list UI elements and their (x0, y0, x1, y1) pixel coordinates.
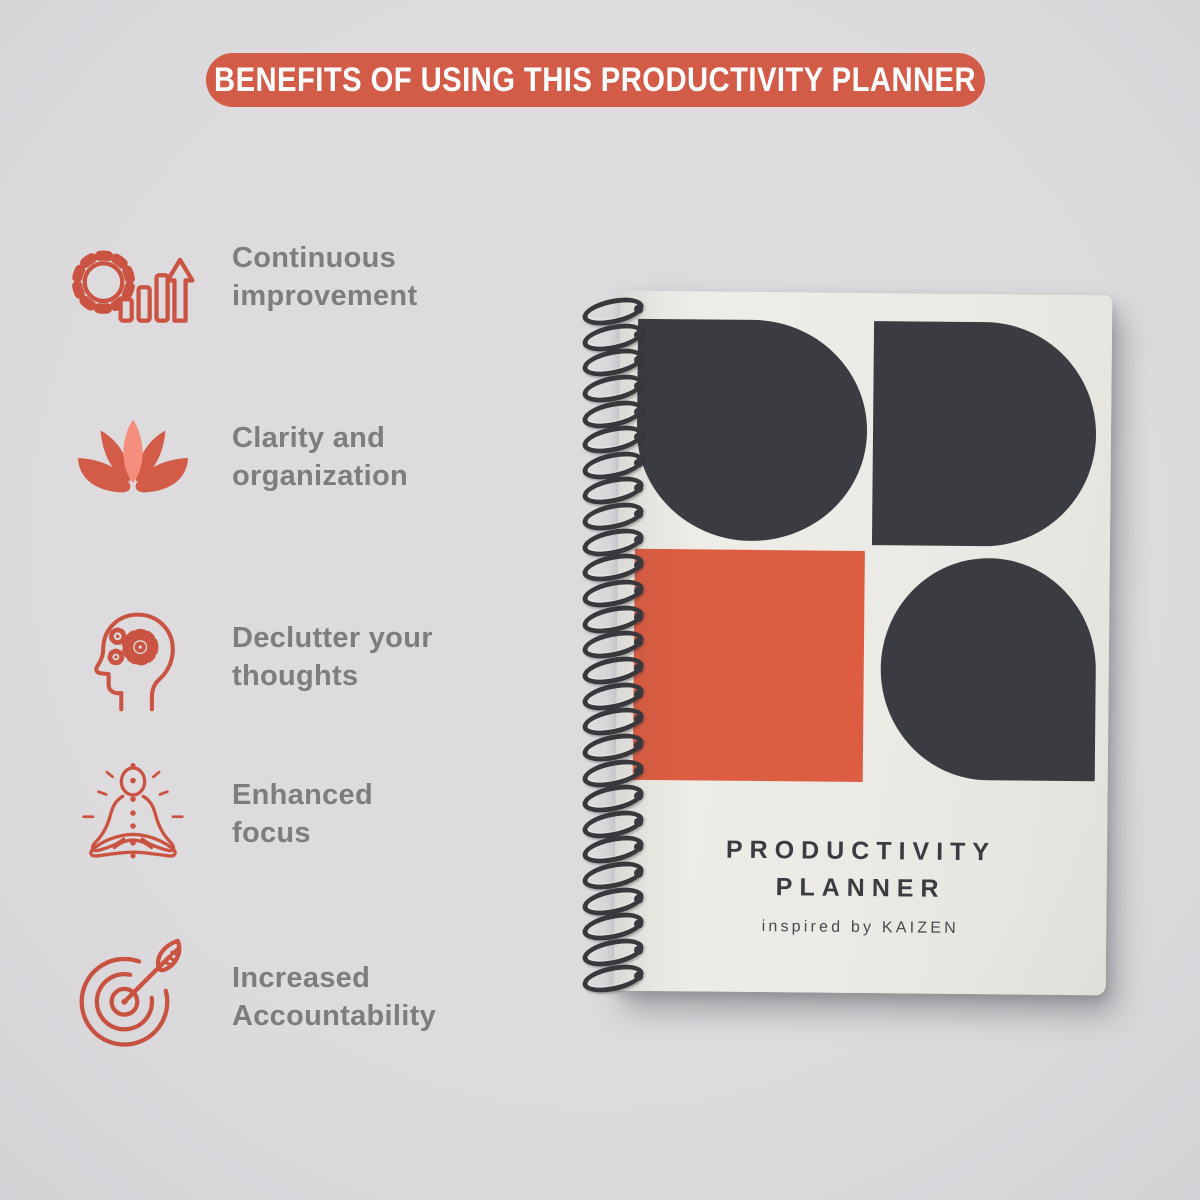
cover-subtitle: inspired by KAIZEN (761, 918, 959, 937)
cover-red-square (632, 548, 865, 783)
benefit-item-enhanced-focus: Enhanced focus (70, 751, 373, 877)
benefit-item-declutter-thoughts: Declutter your thoughts (70, 594, 433, 720)
cover-title-line: PRODUCTIVITY (725, 835, 997, 867)
benefit-label: Increased Accountability (232, 959, 436, 1035)
benefit-label-line: Increased (232, 962, 371, 994)
cover-title: PRODUCTIVITY PLANNER (614, 831, 1107, 910)
meditation-pose-icon (70, 751, 196, 877)
benefit-label-line: Enhanced (232, 779, 373, 811)
cover-shape-top-right (871, 321, 1098, 548)
benefit-label-line: Clarity and (232, 422, 386, 454)
cover-title-line: PLANNER (775, 873, 946, 903)
benefit-item-clarity-organization: Clarity and organization (70, 394, 408, 520)
benefit-label-line: focus (232, 817, 311, 849)
benefit-label-line: Declutter your (232, 622, 433, 654)
banner-text: BENEFITS OF USING THIS PRODUCTIVITY PLAN… (214, 60, 977, 99)
gear-growth-chart-icon (70, 214, 196, 340)
cover-shape-top-left (635, 318, 869, 543)
target-arrow-icon (70, 934, 196, 1060)
benefit-label: Enhanced focus (232, 776, 373, 852)
benefit-label-line: thoughts (232, 660, 359, 692)
benefit-label: Clarity and organization (232, 419, 408, 495)
notebook-cover: PRODUCTIVITY PLANNER inspired by KAIZEN (613, 290, 1113, 996)
benefit-item-continuous-improvement: Continuous improvement (70, 214, 417, 340)
banner: BENEFITS OF USING THIS PRODUCTIVITY PLAN… (206, 53, 985, 107)
benefit-label-line: Accountability (232, 1000, 436, 1032)
benefit-item-increased-accountability: Increased Accountability (70, 934, 436, 1060)
benefit-label: Declutter your thoughts (232, 619, 433, 695)
benefit-label: Continuous improvement (232, 239, 417, 315)
spiral-binding (580, 292, 646, 997)
benefit-label-line: organization (232, 460, 408, 492)
benefit-label-line: improvement (232, 280, 418, 312)
cover-shape-bottom-right (879, 557, 1097, 782)
mind-gears-icon (70, 594, 196, 720)
benefit-label-line: Continuous (232, 242, 397, 274)
notebook-mockup: PRODUCTIVITY PLANNER inspired by KAIZEN (580, 285, 1115, 1000)
lotus-flower-icon (70, 394, 196, 520)
